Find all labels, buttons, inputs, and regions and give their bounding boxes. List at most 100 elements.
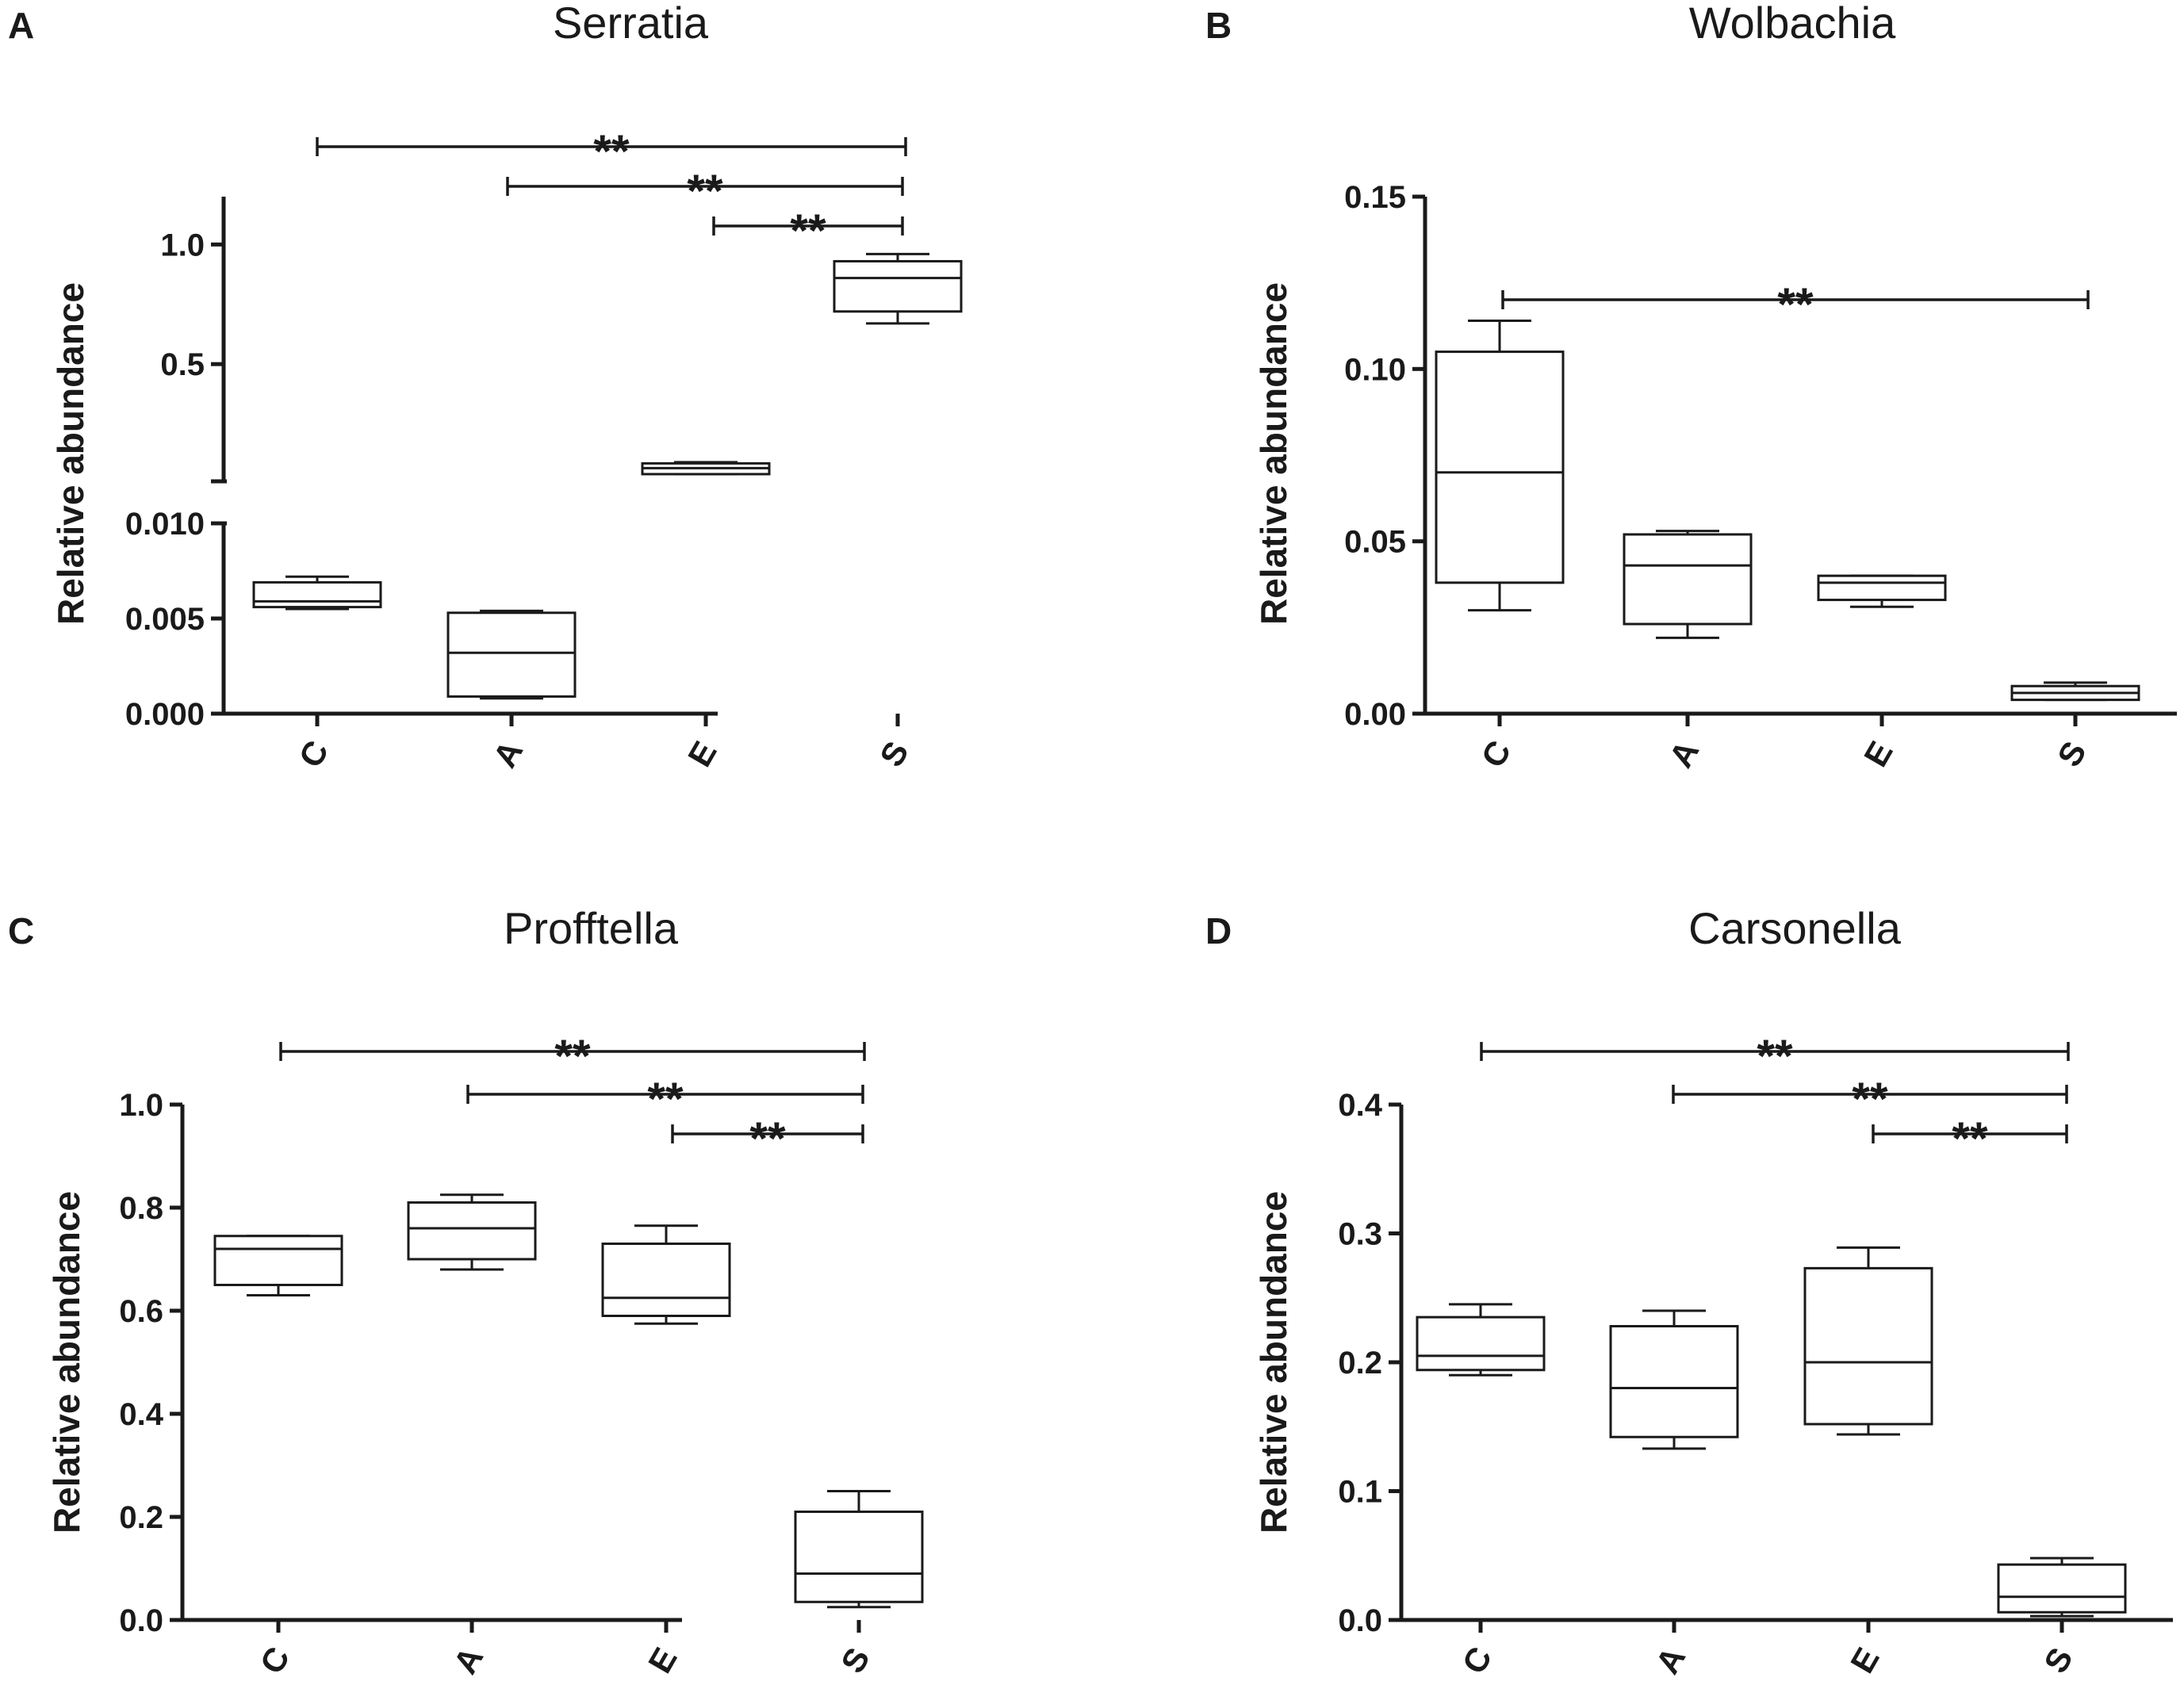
box-e [1817,574,1947,608]
box-a [446,609,577,700]
y-tick-label: 0.00 [1344,697,1406,732]
y-tick-label: 1.0 [119,1088,163,1123]
x-tick-label: A [1662,734,1707,774]
y-tick-label: 0.4 [119,1397,163,1432]
x-tick-label: A [486,734,531,774]
box-iqr [1435,350,1565,584]
box-e [601,1224,731,1325]
panel-label: B [1205,5,1232,46]
chart-title: Wolbachia [1689,0,1896,48]
panel-d: D Carsonella Relative abundance 0.0 0.1 0.2 0.… [1205,903,2173,1680]
x-tick-label: C [292,734,336,774]
panel-label: C [8,910,34,952]
y-tick-label: 0.5 [160,347,205,382]
panel-b: B Wolbachia Relative abundance 0.00 0.05 0.10… [1205,0,2177,774]
chart-title: Carsonella [1688,903,1902,953]
x-tick-label: S [872,735,916,773]
y-tick-label: 0.1 [1338,1475,1382,1510]
x-tick-label: E [1856,735,1900,773]
box-iqr [213,1235,343,1286]
y-tick-label: 0.10 [1344,352,1406,387]
y-tick-label: 0.005 [125,602,205,637]
panel-label: D [1205,910,1232,952]
x-tick-label: E [680,735,724,773]
y-axis-label: Relative abundance [50,282,91,625]
significance-label: ** [1757,1031,1793,1082]
box-c [213,1235,343,1296]
significance-bracket: ** [279,1031,866,1082]
box-a [1609,1309,1739,1450]
significance-bracket: ** [316,126,907,178]
x-tick-label: C [1455,1641,1500,1680]
box-iqr [1997,1563,2127,1614]
significance-bracket: ** [466,1074,864,1125]
y-axis-label: Relative abundance [1253,282,1294,625]
box-iqr [407,1201,537,1261]
x-tick-label: S [2050,735,2094,773]
chart-title: Serratia [553,0,709,48]
x-tick-label: A [1649,1641,1693,1680]
box-iqr [601,1243,731,1317]
significance-bracket: ** [506,166,904,217]
panel-c: C Profftella Relative abundance 0.0 0.2 0.4 0.… [8,903,924,1680]
box-iqr [446,611,577,698]
box-e [1803,1246,1933,1436]
x-tick-label: E [1843,1641,1887,1679]
box-s [794,1490,924,1609]
y-axis-label: Relative abundance [46,1191,87,1534]
significance-label: ** [1852,1074,1888,1125]
y-tick-label: 0.000 [125,697,205,732]
significance-bracket: ** [671,1113,864,1165]
significance-label: ** [554,1031,591,1082]
significance-bracket: ** [1480,1031,2070,1082]
x-tick-label: S [833,1641,877,1679]
box-iqr [1416,1315,1546,1372]
box-c [252,575,382,611]
significance-label: ** [749,1113,786,1165]
box-s [833,252,963,325]
x-tick-label: S [2036,1641,2080,1679]
significance-bracket: ** [1672,1074,2068,1125]
y-axis-label: Relative abundance [1253,1191,1294,1534]
y-tick-label: 0.4 [1338,1088,1382,1123]
y-tick-label: 0.0 [1338,1603,1382,1638]
y-tick-label: 0.2 [119,1500,163,1535]
box-iqr [1817,574,1947,602]
box-c [1435,319,1565,612]
box-iqr [833,259,963,313]
box-s [2010,681,2140,702]
box-c [1416,1303,1546,1377]
x-tick-label: A [446,1641,491,1680]
chart-title: Profftella [504,903,679,953]
box-iqr [794,1511,924,1603]
y-tick-label: 0.3 [1338,1217,1382,1252]
box-s [1997,1557,2127,1618]
panel-label: A [8,5,34,46]
significance-bracket: ** [1872,1113,2068,1165]
significance-label: ** [1777,279,1814,331]
significance-label: ** [647,1074,684,1125]
x-tick-label: C [1474,734,1519,774]
significance-bracket: ** [1501,279,2090,331]
box-e [641,461,771,476]
box-iqr [1623,533,1753,626]
y-tick-label: 0.0 [119,1603,163,1638]
y-tick-label: 0.2 [1338,1346,1382,1381]
significance-label: ** [593,126,630,178]
box-iqr [252,580,382,609]
x-tick-label: E [641,1641,684,1679]
y-tick-label: 0.8 [119,1191,163,1226]
significance-label: ** [790,205,826,257]
significance-label: ** [1952,1113,1988,1165]
y-tick-label: 0.010 [125,507,205,542]
y-tick-label: 1.0 [160,228,205,262]
box-a [1623,530,1753,639]
y-tick-label: 0.6 [119,1294,163,1329]
box-a [407,1193,537,1271]
significance-bracket: ** [712,205,904,257]
box-iqr [1803,1266,1933,1426]
box-iqr [1609,1325,1739,1438]
y-tick-label: 0.15 [1344,180,1406,215]
panel-a: A Serratia Relative abundance 0.000 0.005 0.0… [8,0,963,774]
